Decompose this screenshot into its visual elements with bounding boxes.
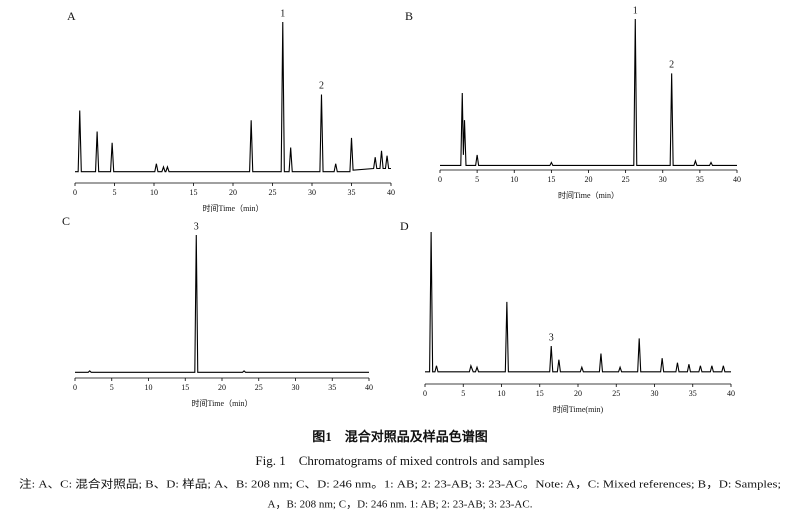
x-tick-label: 30 xyxy=(659,175,667,184)
panel-label: D xyxy=(400,219,409,233)
x-tick-label: 5 xyxy=(461,389,465,398)
x-tick-label: 25 xyxy=(255,383,263,392)
x-tick-label: 35 xyxy=(328,383,336,392)
x-tick-label: 5 xyxy=(475,175,479,184)
x-tick-label: 25 xyxy=(269,188,277,197)
x-tick-label: 20 xyxy=(585,175,593,184)
x-tick-label: 10 xyxy=(150,188,158,197)
x-tick-label: 20 xyxy=(574,389,582,398)
chromatogram-line xyxy=(75,21,391,173)
chromatogram-line xyxy=(425,231,731,373)
peak-label: 3 xyxy=(194,221,199,232)
chromatogram-line xyxy=(440,18,737,167)
x-tick-label: 5 xyxy=(110,383,114,392)
x-tick-label: 0 xyxy=(423,389,427,398)
x-tick-label: 10 xyxy=(498,389,506,398)
x-tick-label: 20 xyxy=(229,188,237,197)
caption-note: A，B: 208 nm; C，D: 246 nm. 1: AB; 2: 23-A… xyxy=(268,499,533,511)
x-tick-label: 40 xyxy=(733,175,741,184)
x-tick-label: 35 xyxy=(696,175,704,184)
x-tick-label: 5 xyxy=(113,188,117,197)
x-tick-label: 0 xyxy=(73,383,77,392)
x-tick-label: 0 xyxy=(438,175,442,184)
x-tick-label: 25 xyxy=(622,175,630,184)
x-tick-label: 10 xyxy=(510,175,518,184)
x-tick-label: 30 xyxy=(651,389,659,398)
x-tick-label: 40 xyxy=(727,389,735,398)
x-axis-label: 时间Time(min) xyxy=(553,404,604,414)
panel-label: C xyxy=(62,214,70,228)
caption-cn: 图1 混合对照品及样品色谱图 xyxy=(312,429,488,444)
x-axis-label: 时间Time（min） xyxy=(558,190,619,200)
x-tick-label: 25 xyxy=(612,389,620,398)
x-tick-label: 40 xyxy=(387,188,395,197)
x-tick-label: 35 xyxy=(689,389,697,398)
peak-label: 1 xyxy=(280,8,285,19)
x-tick-label: 30 xyxy=(292,383,300,392)
peak-label: 2 xyxy=(669,60,674,71)
chromatogram-line xyxy=(75,234,369,373)
x-axis-label: 时间Time（min） xyxy=(191,398,252,408)
x-tick-label: 15 xyxy=(536,389,544,398)
peak-label: 1 xyxy=(633,5,638,16)
x-tick-label: 15 xyxy=(547,175,555,184)
x-tick-label: 15 xyxy=(181,383,189,392)
peak-label: 3 xyxy=(549,332,554,343)
x-tick-label: 40 xyxy=(365,383,373,392)
x-tick-label: 20 xyxy=(218,383,226,392)
x-tick-label: 35 xyxy=(348,188,356,197)
caption-en: Fig. 1 Chromatograms of mixed controls a… xyxy=(255,453,544,468)
panel-label: B xyxy=(405,9,413,23)
x-axis-label: 时间Time（min） xyxy=(202,203,263,213)
peak-label: 2 xyxy=(319,81,324,92)
x-tick-label: 15 xyxy=(190,188,198,197)
x-tick-label: 10 xyxy=(145,383,153,392)
x-tick-label: 0 xyxy=(73,188,77,197)
caption-note: 注: A、C: 混合对照品; B、D: 样品; A、B: 208 nm; C、D… xyxy=(19,477,781,491)
panel-label: A xyxy=(67,9,76,23)
x-tick-label: 30 xyxy=(308,188,316,197)
